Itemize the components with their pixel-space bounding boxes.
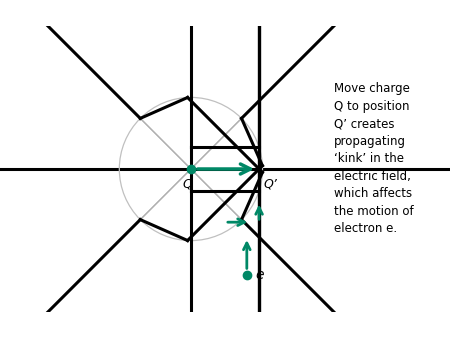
Text: Move charge
Q to position
Q’ creates
propagating
‘kink’ in the
electric field,
w: Move charge Q to position Q’ creates pro… (334, 82, 414, 235)
Text: Q: Q (183, 178, 193, 191)
Text: Q’: Q’ (264, 178, 278, 191)
Text: e: e (255, 268, 264, 282)
